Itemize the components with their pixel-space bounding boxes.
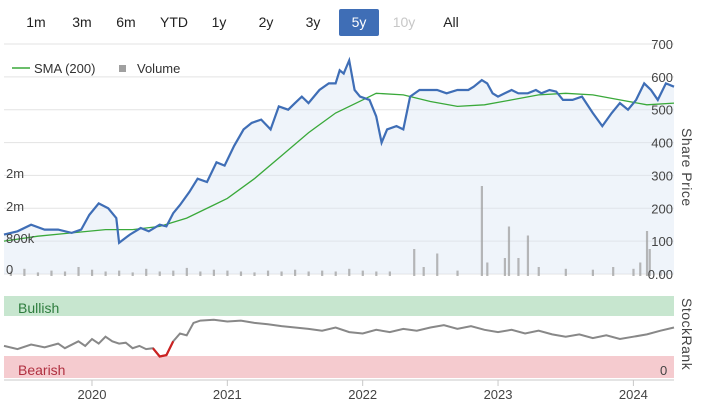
price-tick-label: 600: [651, 70, 673, 85]
volume-bar: [659, 270, 662, 276]
price-axis-title: Share Price: [679, 128, 695, 207]
volume-bar: [564, 268, 567, 276]
volume-bar: [226, 270, 229, 276]
stockrank-axis-zero: 0: [660, 363, 667, 378]
volume-bar: [185, 267, 188, 276]
volume-bar: [507, 226, 511, 276]
share-price-line: [3, 56, 675, 245]
range-button-5y[interactable]: 5y: [339, 9, 379, 36]
range-button-6m[interactable]: 6m: [116, 14, 136, 30]
stockrank-bearish-segment: [152, 340, 175, 358]
volume-bar: [591, 269, 594, 276]
range-button-10y: 10y: [392, 14, 416, 30]
year-tick-label: 2023: [484, 387, 513, 401]
volume-tick-label: 2m: [6, 166, 24, 181]
range-button-all[interactable]: All: [443, 14, 459, 30]
price-tick-label: 100: [651, 234, 673, 249]
range-selector: 1m 3m 6m YTD 1y 2y 3y 5y 10y All: [0, 0, 707, 44]
volume-bar: [348, 268, 351, 276]
volume-bar: [537, 267, 540, 276]
range-button-1y[interactable]: 1y: [211, 14, 227, 30]
volume-bar: [118, 270, 121, 276]
volume-bar: [503, 258, 507, 276]
volume-bar: [321, 270, 324, 276]
year-tick-label: 2020: [78, 387, 107, 401]
year-tick-label: 2024: [619, 387, 648, 401]
volume-bar: [413, 249, 416, 276]
bearish-label: Bearish: [18, 362, 65, 378]
volume-bar: [145, 268, 148, 276]
volume-bar: [436, 253, 439, 276]
year-tick-label: 2022: [348, 387, 377, 401]
volume-tick-label: 2m: [6, 199, 24, 214]
price-tick-label: 700: [651, 37, 673, 52]
volume-bar: [172, 270, 175, 276]
volume-bar: [526, 235, 530, 276]
price-tick-label: 300: [651, 168, 673, 183]
sma-legend-label[interactable]: SMA (200): [34, 61, 95, 76]
volume-bar: [50, 270, 53, 276]
volume-bar: [199, 271, 202, 276]
share-price-area: [4, 60, 674, 275]
volume-bar: [36, 272, 40, 276]
price-tick-label: 200: [651, 201, 673, 216]
volume-bar: [158, 271, 161, 276]
volume-bar: [480, 186, 483, 276]
volume-bar: [239, 271, 243, 276]
bearish-band: [4, 356, 674, 378]
volume-bar: [361, 270, 364, 276]
volume-bar: [294, 269, 297, 276]
volume-legend-swatch: [119, 65, 126, 72]
range-button-ytd[interactable]: YTD: [160, 14, 188, 30]
volume-bar: [639, 262, 642, 276]
range-button-3m[interactable]: 3m: [72, 14, 92, 30]
volume-bar: [63, 271, 67, 276]
volume-tick-label: 0: [6, 262, 13, 277]
volume-bar: [375, 271, 378, 276]
stockrank-axis-title: StockRank: [679, 298, 695, 371]
range-button-2y[interactable]: 2y: [258, 14, 274, 30]
volume-bar: [334, 271, 337, 276]
volume-bar: [280, 271, 283, 276]
stockrank-line: [3, 318, 675, 358]
volume-bar: [266, 270, 270, 276]
bullish-band: [4, 296, 674, 316]
volume-legend-label[interactable]: Volume: [137, 61, 180, 76]
volume-bar: [77, 267, 80, 276]
range-button-1m[interactable]: 1m: [26, 14, 46, 30]
volume-bar: [517, 258, 520, 276]
volume-bar: [131, 272, 134, 276]
volume-bar: [612, 267, 615, 276]
volume-bar: [253, 272, 256, 276]
volume-bar: [645, 231, 649, 276]
volume-bar: [486, 262, 489, 276]
volume-bar: [648, 249, 651, 276]
volume-bar: [23, 268, 26, 276]
range-button-3y[interactable]: 3y: [305, 14, 321, 30]
volume-bar: [307, 271, 310, 276]
volume-bar: [422, 267, 425, 276]
volume-bar: [104, 271, 107, 276]
volume-tick-label: 800k: [6, 231, 35, 246]
volume-bar: [212, 269, 215, 276]
price-tick-label: 400: [651, 136, 673, 151]
volume-bar: [456, 270, 459, 276]
year-tick-label: 2021: [213, 387, 242, 401]
volume-bar: [388, 271, 391, 276]
volume-bar: [90, 269, 94, 276]
volume-bar: [632, 268, 635, 276]
volume-bar: [9, 271, 12, 276]
price-tick-label: 500: [651, 103, 673, 118]
price-tick-label: 0.00: [648, 267, 673, 282]
bullish-label: Bullish: [18, 300, 59, 316]
